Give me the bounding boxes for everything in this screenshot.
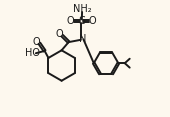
Text: O: O	[56, 29, 63, 39]
Text: NH₂: NH₂	[73, 4, 91, 14]
Text: S: S	[79, 16, 86, 26]
Text: HO: HO	[26, 48, 40, 58]
Text: O: O	[89, 16, 96, 26]
Text: N: N	[79, 34, 86, 44]
Text: O: O	[33, 37, 41, 47]
Text: O: O	[67, 16, 74, 26]
